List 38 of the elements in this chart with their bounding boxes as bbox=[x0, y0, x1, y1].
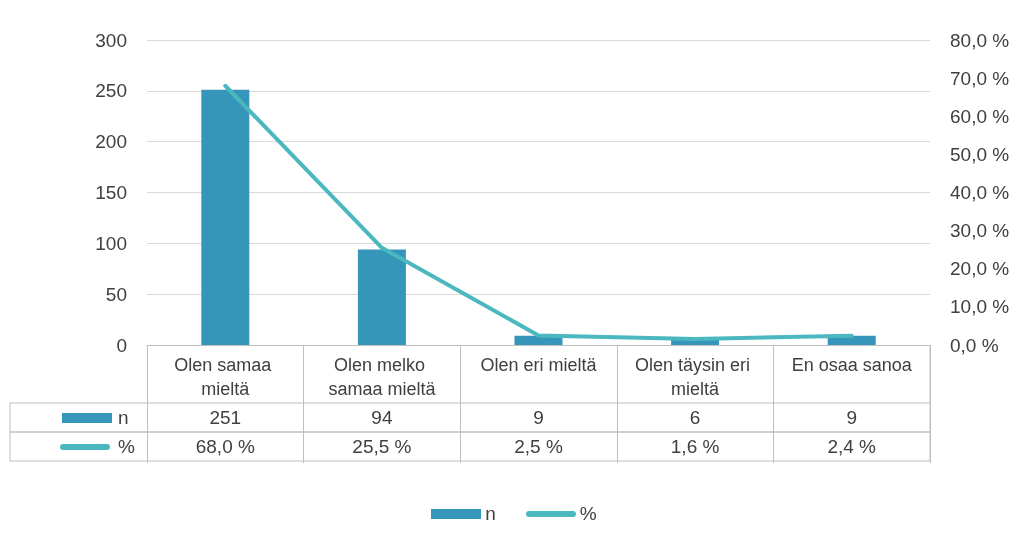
x-tick-label: Olen samaa mieltä bbox=[174, 355, 277, 399]
data-label: 251 bbox=[209, 407, 242, 428]
y2-tick-label: 0,0 % bbox=[950, 334, 999, 356]
x-tick-label: Olen eri mieltä bbox=[480, 355, 598, 375]
y2-tick-label: 40,0 % bbox=[950, 182, 1010, 203]
y-tick-label: 200 bbox=[95, 131, 127, 153]
y2-tick-label: 70,0 % bbox=[950, 67, 1010, 89]
y-tick-label: 300 bbox=[95, 29, 127, 51]
x-tick-label: En osaa sanoa bbox=[791, 355, 913, 375]
y2-tick-label: 30,0 % bbox=[950, 220, 1010, 242]
data-label: 2,4 % bbox=[827, 436, 877, 457]
x-tick-label: Olen melko samaa mieltä bbox=[328, 355, 437, 399]
data-label: 9 bbox=[533, 407, 544, 428]
bar bbox=[201, 89, 250, 345]
line-series bbox=[223, 83, 854, 341]
y2-tick-label: 20,0 % bbox=[950, 258, 1010, 280]
legend-label: % bbox=[118, 436, 135, 457]
data-label: 9 bbox=[846, 407, 857, 428]
legend-label: n bbox=[118, 407, 129, 428]
bar bbox=[357, 249, 406, 345]
data-label: 94 bbox=[371, 407, 393, 428]
y2-tick-label: 80,0 % bbox=[950, 29, 1010, 51]
data-label: 2,5 % bbox=[514, 436, 563, 457]
y-tick-label: 150 bbox=[95, 182, 127, 203]
text: % bbox=[579, 503, 597, 524]
data-label: 68,0 % bbox=[195, 436, 255, 457]
y2-tick-label: 60,0 % bbox=[950, 105, 1010, 127]
y-tick-label: 250 bbox=[95, 80, 127, 102]
text: n bbox=[485, 503, 496, 524]
x-tick-label: Olen täysin eri mieltä bbox=[635, 355, 756, 399]
y-tick-label: 0 bbox=[116, 334, 127, 356]
y-tick-label: 100 bbox=[95, 232, 127, 254]
data-label: 1,6 % bbox=[670, 436, 720, 457]
y2-tick-label: 50,0 % bbox=[950, 143, 1010, 165]
y2-tick-label: 10,0 % bbox=[950, 296, 1010, 318]
data-label: 25,5 % bbox=[352, 436, 412, 457]
data-label: 6 bbox=[689, 407, 701, 428]
y-tick-label: 50 bbox=[105, 283, 127, 305]
